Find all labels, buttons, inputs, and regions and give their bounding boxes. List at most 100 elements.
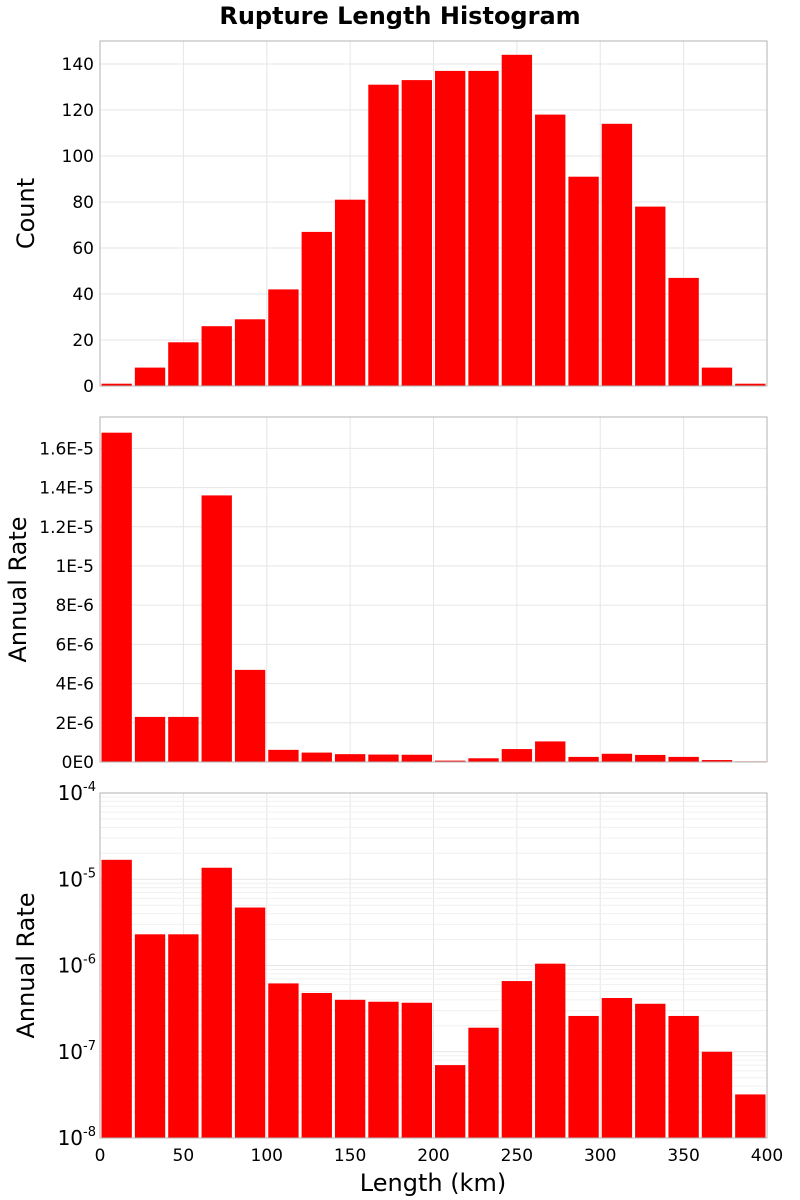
y-tick-label: 10-5 bbox=[58, 866, 96, 891]
histogram-bar bbox=[701, 1051, 733, 1138]
x-axis-ticks: 0 50 100 150 200 250 300 350 400 bbox=[95, 1146, 784, 1166]
histogram-bar bbox=[201, 495, 232, 762]
histogram-bar bbox=[134, 934, 166, 1138]
histogram-bar bbox=[435, 70, 466, 387]
x-tick-label: 300 bbox=[584, 1146, 616, 1166]
histogram-bar bbox=[701, 760, 733, 762]
histogram-bar bbox=[668, 277, 699, 386]
histogram-bar bbox=[435, 760, 466, 762]
plot-border bbox=[99, 416, 768, 763]
y-tick-label: 20 bbox=[72, 331, 94, 351]
y-tick-label: 80 bbox=[72, 193, 94, 213]
x-tick-label: 100 bbox=[251, 1146, 283, 1166]
chart-title: Rupture Length Histogram bbox=[219, 2, 580, 30]
histogram-bar bbox=[635, 1003, 666, 1138]
histogram-bar bbox=[535, 114, 566, 386]
y-axis-label: Annual Rate bbox=[4, 516, 32, 662]
y-tick-label: 1.6E-5 bbox=[39, 439, 94, 459]
y-tick-label: 120 bbox=[62, 101, 94, 121]
y-tick-label: 4E-6 bbox=[55, 675, 94, 695]
y-tick-label: 40 bbox=[72, 285, 94, 305]
y-tick-label: 10-7 bbox=[58, 1039, 96, 1064]
histogram-bar bbox=[668, 756, 699, 762]
y-tick-label: 1.4E-5 bbox=[39, 479, 94, 499]
y-tick-label: 140 bbox=[62, 55, 94, 75]
histogram-bar bbox=[201, 326, 232, 386]
histogram-bar bbox=[101, 859, 132, 1138]
x-tick-label: 50 bbox=[173, 1146, 195, 1166]
histogram-bar bbox=[368, 1001, 399, 1138]
y-tick-label: 0 bbox=[83, 377, 94, 397]
histogram-bar bbox=[134, 716, 166, 762]
histogram-bar bbox=[134, 367, 166, 386]
bars bbox=[101, 859, 766, 1138]
histogram-bar bbox=[601, 753, 633, 762]
histogram-bar bbox=[501, 981, 533, 1138]
histogram-bar bbox=[301, 231, 332, 386]
histogram-bar bbox=[334, 199, 366, 386]
y-tick-labels: 0E0 2E-6 4E-6 6E-6 8E-6 1E-5 1.2E-5 1.4E-5 1.6E-… bbox=[39, 439, 94, 773]
histogram-bar bbox=[568, 1015, 599, 1138]
histogram-bar bbox=[101, 432, 132, 762]
histogram-bar bbox=[468, 758, 499, 762]
x-tick-label: 200 bbox=[417, 1146, 449, 1166]
y-tick-labels: 0 20 40 60 80 100 120 140 bbox=[62, 55, 94, 397]
y-tick-labels: 10-8 10-7 10-6 10-5 10-4 bbox=[58, 780, 96, 1150]
histogram-bar bbox=[568, 756, 599, 762]
histogram-bar bbox=[268, 749, 299, 762]
y-tick-label: 1.2E-5 bbox=[39, 518, 94, 538]
histogram-bar bbox=[334, 999, 366, 1138]
bars bbox=[101, 432, 766, 762]
histogram-bar bbox=[701, 367, 733, 386]
x-tick-label: 0 bbox=[95, 1146, 106, 1166]
histogram-bar bbox=[268, 983, 299, 1138]
panel-annual-rate-linear: 0E0 2E-6 4E-6 6E-6 8E-6 1E-5 1.2E-5 1.4E-5 1.6E-… bbox=[4, 416, 768, 773]
histogram-bar bbox=[501, 54, 533, 387]
histogram-bar bbox=[735, 1094, 766, 1138]
y-tick-label: 10-8 bbox=[58, 1125, 96, 1150]
histogram-bar bbox=[401, 1002, 432, 1138]
x-tick-label: 350 bbox=[667, 1146, 699, 1166]
histogram-bar bbox=[168, 342, 199, 386]
y-tick-label: 1E-5 bbox=[55, 557, 94, 577]
y-axis-label: Annual Rate bbox=[12, 892, 40, 1038]
histogram-bar bbox=[468, 70, 499, 387]
y-axis-label: Count bbox=[12, 178, 40, 249]
histogram-bar bbox=[334, 754, 366, 762]
histogram-bar bbox=[501, 749, 533, 762]
histogram-bar bbox=[234, 907, 266, 1138]
histogram-bar bbox=[401, 80, 432, 386]
histogram-bar bbox=[635, 754, 666, 762]
y-tick-label: 8E-6 bbox=[55, 596, 94, 616]
histogram-bar bbox=[535, 963, 566, 1138]
histogram-bar bbox=[368, 84, 399, 386]
plot-border bbox=[99, 792, 768, 1139]
histogram-bar bbox=[735, 383, 766, 386]
histogram-bar bbox=[468, 1027, 499, 1138]
panel-count: 0 20 40 60 80 100 120 140 Count bbox=[12, 40, 768, 397]
plot-border bbox=[99, 40, 768, 387]
x-tick-label: 400 bbox=[751, 1146, 783, 1166]
histogram-bar bbox=[601, 123, 633, 387]
histogram-bar bbox=[435, 1065, 466, 1138]
histogram-bar bbox=[168, 716, 199, 762]
histogram-bar bbox=[535, 741, 566, 762]
histogram-bar bbox=[301, 992, 332, 1138]
bars bbox=[101, 54, 766, 387]
histogram-bar bbox=[368, 754, 399, 762]
y-tick-label: 100 bbox=[62, 147, 94, 167]
y-tick-label: 6E-6 bbox=[55, 635, 94, 655]
histogram-bar bbox=[168, 934, 199, 1138]
x-axis-label: Length (km) bbox=[360, 1169, 506, 1197]
x-tick-label: 250 bbox=[501, 1146, 533, 1166]
histogram-bar bbox=[668, 1015, 699, 1138]
y-tick-label: 0E0 bbox=[62, 753, 94, 773]
histogram-bar bbox=[234, 669, 266, 762]
y-tick-label: 2E-6 bbox=[55, 714, 94, 734]
y-tick-label: 10-6 bbox=[58, 953, 96, 978]
histogram-bar bbox=[234, 319, 266, 386]
histogram-bar bbox=[635, 206, 666, 386]
histogram-bar bbox=[301, 752, 332, 762]
panel-annual-rate-log: 10-8 10-7 10-6 10-5 10-4 Annual Rate bbox=[12, 780, 768, 1150]
